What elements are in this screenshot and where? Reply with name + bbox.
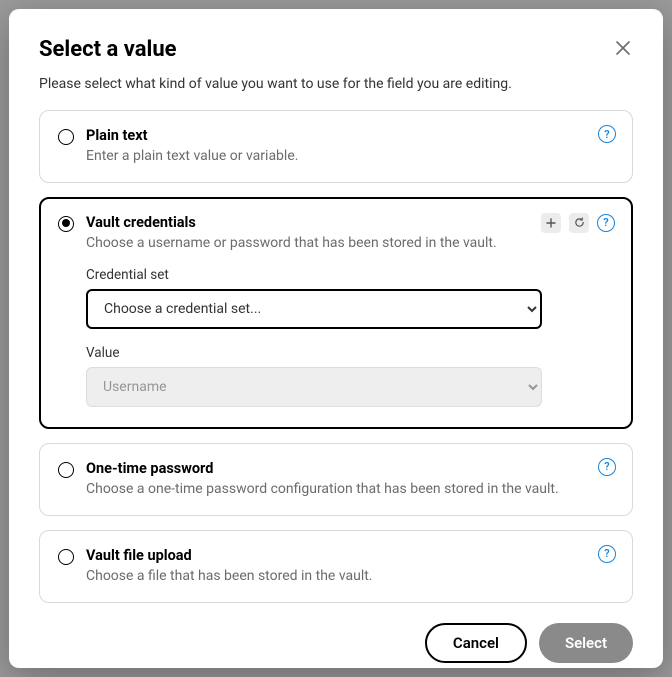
select-button[interactable]: Select [539, 623, 633, 663]
value-select[interactable]: Username [86, 367, 542, 407]
credential-set-select[interactable]: Choose a credential set... [86, 289, 542, 329]
cancel-button[interactable]: Cancel [425, 623, 527, 663]
option-desc: Choose a one-time password configuration… [86, 480, 614, 499]
option-desc: Enter a plain text value or variable. [86, 147, 614, 166]
option-row: One-time password Choose a one-time pass… [58, 460, 614, 499]
radio-vault-credentials[interactable] [58, 216, 74, 232]
modal-header: Select a value [39, 37, 633, 62]
option-actions: ? [598, 125, 616, 143]
radio-vault-file-upload[interactable] [58, 549, 74, 565]
option-title: One-time password [86, 460, 614, 477]
credential-set-label: Credential set [86, 267, 614, 283]
select-value-modal: Select a value Please select what kind o… [9, 9, 663, 668]
option-actions: ? [541, 213, 615, 233]
modal-title: Select a value [39, 37, 177, 62]
plus-icon [546, 218, 556, 228]
option-desc: Choose a username or password that has b… [86, 234, 614, 253]
option-title: Plain text [86, 127, 614, 144]
refresh-button[interactable] [569, 213, 589, 233]
help-icon[interactable]: ? [598, 125, 616, 143]
option-row: Vault credentials Choose a username or p… [58, 214, 614, 253]
option-row: Plain text Enter a plain text value or v… [58, 127, 614, 166]
option-text: Vault credentials Choose a username or p… [86, 214, 614, 253]
radio-one-time-password[interactable] [58, 462, 74, 478]
option-text: Plain text Enter a plain text value or v… [86, 127, 614, 166]
option-one-time-password[interactable]: One-time password Choose a one-time pass… [39, 443, 633, 516]
close-button[interactable] [613, 37, 633, 61]
option-text: Vault file upload Choose a file that has… [86, 547, 614, 586]
option-desc: Choose a file that has been stored in th… [86, 567, 614, 586]
options-list: Plain text Enter a plain text value or v… [39, 110, 633, 603]
radio-plain-text[interactable] [58, 129, 74, 145]
refresh-icon [574, 217, 585, 228]
modal-footer: Cancel Select [39, 623, 633, 663]
option-actions: ? [598, 545, 616, 563]
option-row: Vault file upload Choose a file that has… [58, 547, 614, 586]
option-plain-text[interactable]: Plain text Enter a plain text value or v… [39, 110, 633, 183]
value-label: Value [86, 345, 614, 361]
help-icon[interactable]: ? [598, 545, 616, 563]
help-icon[interactable]: ? [597, 214, 615, 232]
option-title: Vault file upload [86, 547, 614, 564]
modal-subtitle: Please select what kind of value you wan… [39, 76, 633, 92]
help-icon[interactable]: ? [598, 458, 616, 476]
credential-set-wrap: Choose a credential set... [86, 289, 614, 329]
option-vault-file-upload[interactable]: Vault file upload Choose a file that has… [39, 530, 633, 603]
value-select-wrap: Username [86, 367, 614, 407]
option-title: Vault credentials [86, 214, 614, 231]
vault-fields: Credential set Choose a credential set..… [58, 267, 614, 407]
add-button[interactable] [541, 213, 561, 233]
option-actions: ? [598, 458, 616, 476]
close-icon [615, 40, 631, 56]
option-text: One-time password Choose a one-time pass… [86, 460, 614, 499]
option-vault-credentials[interactable]: Vault credentials Choose a username or p… [39, 197, 633, 429]
